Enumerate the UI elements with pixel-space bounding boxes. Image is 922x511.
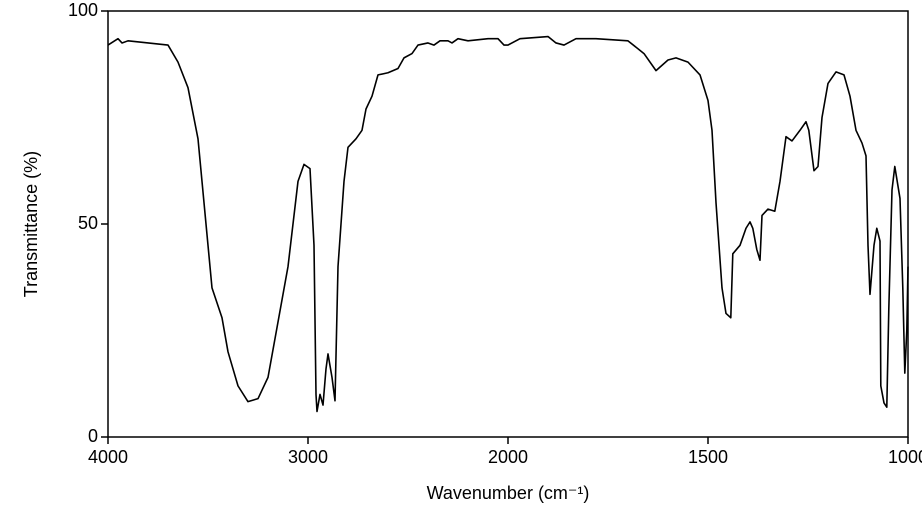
y-tick-label: 0 <box>88 426 98 446</box>
plot-frame <box>107 10 909 438</box>
x-tick-label: 2000 <box>488 447 528 467</box>
y-axis-label: Transmittance (%) <box>21 151 41 297</box>
x-tick-label: 1000 <box>888 447 922 467</box>
x-tick-label: 3000 <box>288 447 328 467</box>
y-tick-label: 100 <box>68 0 98 20</box>
x-tick-label: 4000 <box>88 447 128 467</box>
x-tick-label: 1500 <box>688 447 728 467</box>
spectrum-line <box>107 35 909 413</box>
x-axis-label: Wavenumber (cm⁻¹) <box>427 483 590 503</box>
y-tick-label: 50 <box>78 213 98 233</box>
